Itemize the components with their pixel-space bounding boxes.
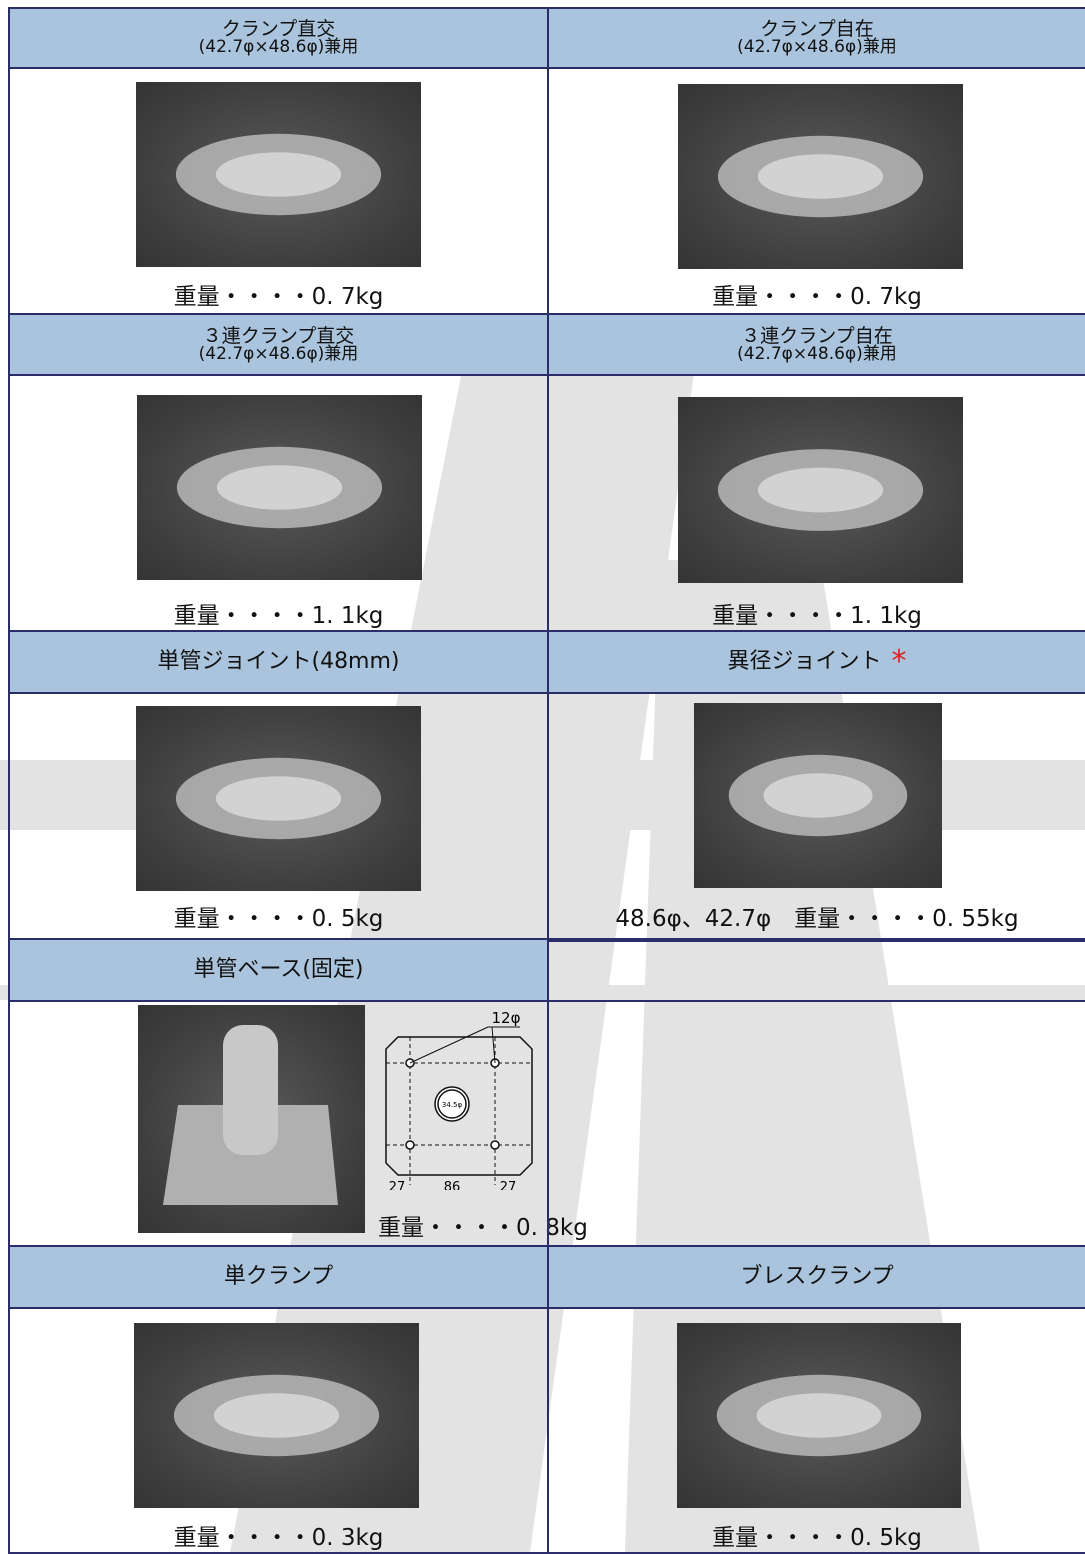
title-line: 単管ベース(固定) [193, 957, 364, 982]
title-line: ３連クランプ直交 [202, 324, 355, 347]
cell-header: 単管ベース(固定) [8, 938, 549, 1002]
product-photo [678, 84, 963, 269]
product-photo [137, 395, 422, 580]
title-line: (42.7φ×48.6φ)兼用 [737, 37, 897, 57]
weight: 重量・・・・0. 5kg [173, 906, 384, 932]
weight: 重量・・・・1. 1kg [173, 603, 384, 629]
title-line: 単クランプ [223, 1264, 334, 1289]
photo-shape [728, 754, 908, 837]
weight: 重量・・・・0. 7kg [173, 284, 384, 310]
cell-header [547, 938, 1085, 1002]
product-photo [678, 397, 963, 583]
photo-shape [716, 1374, 922, 1457]
diagram-label: 27 [500, 1180, 517, 1190]
photo-shape [717, 135, 924, 218]
weight: 重量・・・・0. 3kg [173, 1525, 384, 1551]
title-line: クランプ自在 [760, 18, 874, 40]
title-line: (42.7φ×48.6φ)兼用 [198, 343, 359, 364]
weight: 48.6φ、42.7φ 重量・・・・0. 55kg [615, 906, 1019, 932]
cell-header: クランプ自在 (42.7φ×48.6φ)兼用 [547, 7, 1085, 69]
base-diagram: 12φ 34.5φ 27 86 27 [385, 1009, 533, 1190]
cell-header: 単管ジョイント(48mm) [8, 630, 549, 694]
photo-shape [176, 446, 383, 529]
product-photo [694, 703, 942, 888]
product-photo [134, 1323, 419, 1508]
weight: 重量・・・・0. 7kg [712, 284, 922, 310]
title-line: 単管ジョイント(48mm) [157, 649, 400, 674]
photo-shape [717, 449, 924, 531]
diagram-label: 86 [444, 1180, 461, 1190]
diagram-label: 34.5φ [442, 1101, 463, 1109]
title-line: (42.7φ×48.6φ)兼用 [737, 343, 897, 364]
asterisk: * [891, 644, 907, 679]
title-line: 異径ジョイント [727, 649, 882, 674]
weight: 重量・・・・0. 8kg [378, 1215, 588, 1241]
photo-shape [175, 133, 382, 216]
product-photo [138, 1005, 365, 1233]
product-photo [136, 82, 421, 267]
photo-shape [175, 757, 382, 840]
photo-shape [173, 1374, 380, 1457]
cell-body [547, 692, 1085, 942]
cell-header: 異径ジョイント * [547, 630, 1085, 694]
cell-header: ３連クランプ直交 (42.7φ×48.6φ)兼用 [8, 313, 549, 376]
title-line: ブレスクランプ [740, 1264, 894, 1289]
weight: 重量・・・・0. 5kg [712, 1525, 922, 1551]
cell-header: ３連クランプ自在 (42.7φ×48.6φ)兼用 [547, 313, 1085, 376]
cell-header: 単クランプ [8, 1245, 549, 1309]
cell-header: クランプ直交 (42.7φ×48.6φ)兼用 [8, 7, 549, 69]
diagram-label: 12φ [492, 1009, 521, 1027]
product-photo [136, 706, 421, 891]
title-line: (42.7φ×48.6φ)兼用 [198, 37, 359, 57]
cell-header: ブレスクランプ [547, 1245, 1085, 1309]
cell-body [547, 1000, 1085, 1249]
weight: 重量・・・・1. 1kg [712, 603, 922, 629]
diagram-label: 27 [389, 1180, 406, 1190]
title-line: ３連クランプ自在 [741, 324, 893, 347]
title-line: クランプ直交 [221, 18, 336, 40]
product-photo [677, 1323, 961, 1508]
photo-shape [163, 1025, 338, 1205]
